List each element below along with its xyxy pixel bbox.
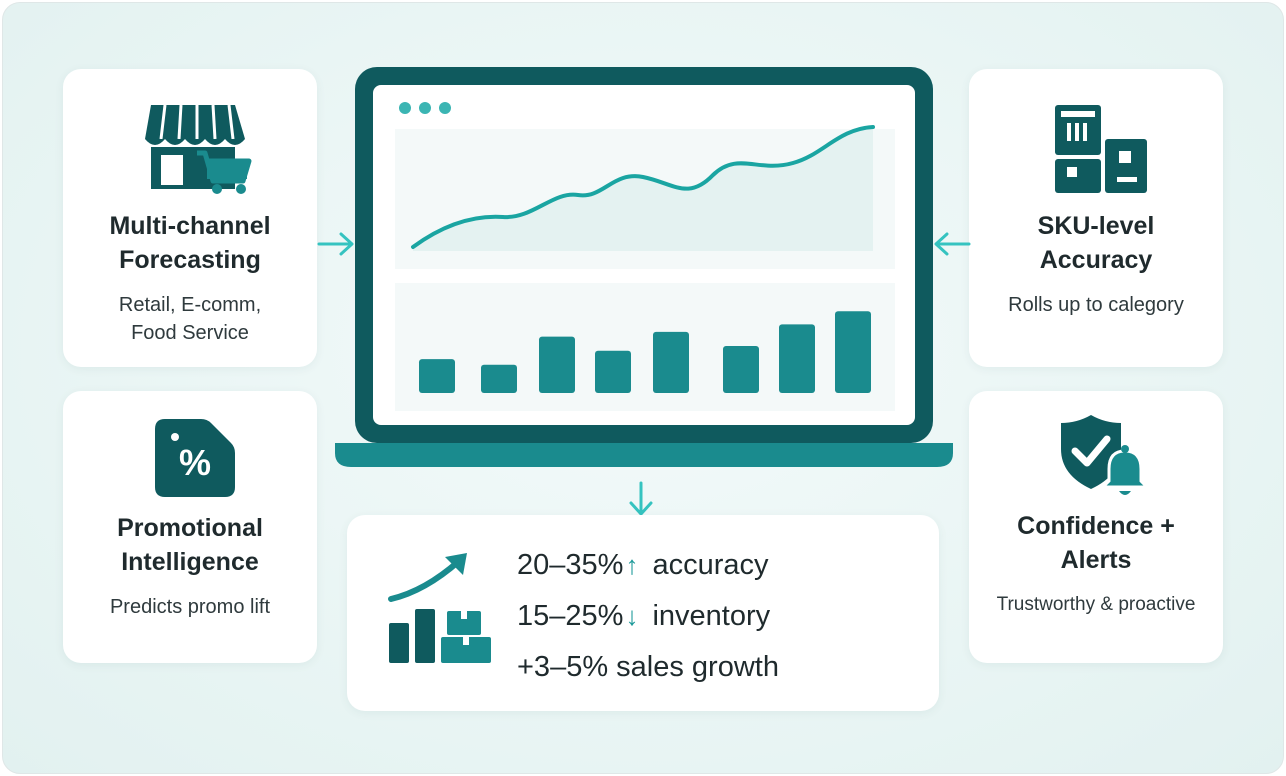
stat-label: accuracy <box>652 549 769 581</box>
dashboard-bar <box>539 336 575 393</box>
card-title: Forecasting <box>119 246 261 274</box>
card-title: SKU-level <box>1037 212 1155 240</box>
stat-row-inventory: 15–25% ↓ inventory <box>517 600 770 633</box>
card-title: Alerts <box>1060 546 1132 574</box>
arrow-down-icon <box>629 481 653 516</box>
storefront-cart-icon <box>145 104 252 194</box>
percent-tag-icon: % <box>155 419 235 497</box>
multichannel-forecasting-card: Multi-channel Forecasting Retail, E-comm… <box>63 69 317 367</box>
stat-value: 20–35% <box>517 549 624 581</box>
card-subtitle: Food Service <box>131 322 249 344</box>
card-title: Intelligence <box>121 548 259 576</box>
dashboard-bar <box>481 364 517 393</box>
card-subtitle: Retail, E-comm, <box>118 294 262 316</box>
arrow-up-icon: ↑ <box>625 550 639 580</box>
card-title: Confidence + <box>1017 512 1175 540</box>
sku-level-accuracy-card: SKU-level Accuracy Rolls up to calegory <box>969 69 1223 367</box>
confidence-alerts-card: Confidence + Alerts Trustworthy & proact… <box>969 391 1223 663</box>
stat-row-sales: +3–5% sales growth <box>517 651 779 684</box>
dashboard-bar <box>779 324 815 393</box>
results-card: 20–35% ↑ accuracy 15–25% ↓ inventory +3–… <box>347 515 939 711</box>
svg-text:%: % <box>179 442 211 483</box>
laptop-dashboard-icon <box>335 67 953 467</box>
dashboard-bar <box>653 331 689 393</box>
card-title: Multi-channel <box>109 212 271 240</box>
stat-value: 15–25% <box>517 600 624 632</box>
boxes-icon <box>1055 105 1147 193</box>
card-subtitle: Predicts promo lift <box>109 596 271 618</box>
growth-chart-boxes-icon <box>388 553 491 663</box>
card-subtitle: Trustworthy & proactive <box>996 594 1196 615</box>
dashboard-bar <box>595 350 631 393</box>
stat-value: +3–5% sales growth <box>517 651 779 683</box>
card-subtitle: Rolls up to calegory <box>1008 294 1184 316</box>
arrow-left-icon <box>934 232 971 256</box>
stat-label: inventory <box>652 600 771 632</box>
arrow-down-icon: ↓ <box>625 601 639 631</box>
card-title: Promotional <box>117 514 263 542</box>
arrow-right-icon <box>317 232 354 256</box>
card-title: Accuracy <box>1039 246 1153 274</box>
promotional-intelligence-card: % Promotional Intelligence Predicts prom… <box>63 391 317 663</box>
dashboard-bar <box>419 359 455 393</box>
dashboard-bar <box>835 311 871 393</box>
stat-row-accuracy: 20–35% ↑ accuracy <box>517 549 768 582</box>
dashboard-bar <box>723 346 759 393</box>
shield-check-bell-icon <box>1061 415 1151 495</box>
dashboard-bars <box>419 311 871 393</box>
